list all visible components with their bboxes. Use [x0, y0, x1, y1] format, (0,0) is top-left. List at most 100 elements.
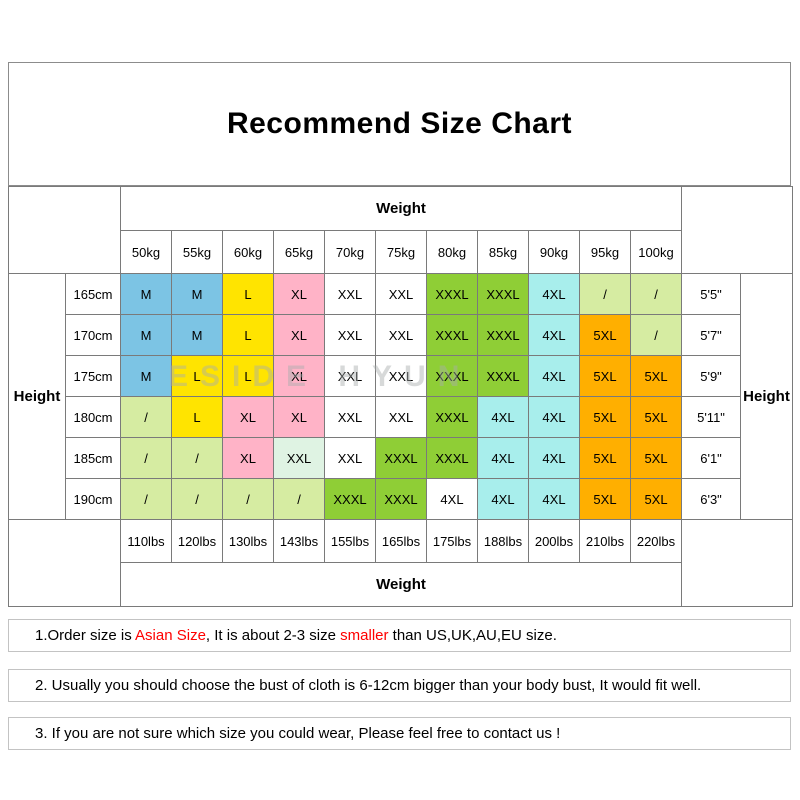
size-cell: XXXL — [477, 355, 529, 397]
lbs-label: 155lbs — [324, 519, 376, 563]
size-cell: 5XL — [629, 396, 683, 438]
size-cell: XXXL — [477, 273, 529, 315]
size-cell: XL — [273, 273, 325, 315]
size-cell: / — [222, 478, 274, 520]
height-ft-label: 6'1" — [681, 437, 742, 479]
size-chart-table: Weight 50kg 55kg 60kg 65kg 70kg 75kg 80kg 85kg 90… — [8, 186, 794, 607]
size-cell: / — [171, 437, 223, 479]
height-header-left: Height — [8, 273, 66, 520]
size-cell: XL — [273, 355, 325, 397]
size-cell: L — [222, 355, 274, 397]
kg-label: 65kg — [273, 230, 325, 274]
size-cell: / — [579, 273, 631, 315]
size-cell: L — [222, 273, 274, 315]
lbs-label: 165lbs — [375, 519, 427, 563]
lbs-label: 188lbs — [477, 519, 529, 563]
size-cell: L — [171, 355, 223, 397]
note-text: , It is about 2-3 size — [205, 627, 341, 644]
height-cm-label: 190cm — [65, 478, 121, 520]
size-cell: XXXL — [375, 437, 427, 479]
blank-corner-cell — [681, 519, 793, 563]
kg-label: 70kg — [324, 230, 376, 274]
size-cell: XL — [222, 396, 274, 438]
size-cell: XXL — [324, 437, 376, 479]
size-cell: XXXL — [426, 396, 478, 438]
size-cell: XXL — [324, 396, 376, 438]
lbs-label: 120lbs — [171, 519, 223, 563]
size-cell: XL — [273, 314, 325, 356]
blank-corner-cell — [8, 519, 121, 563]
size-cell: 4XL — [528, 273, 580, 315]
size-cell: XXL — [273, 437, 325, 479]
note-text: 3. If you are not sure which size you co… — [35, 725, 561, 742]
height-ft-label: 5'5" — [681, 273, 742, 315]
size-cell: / — [629, 273, 683, 315]
size-cell: 4XL — [477, 478, 529, 520]
size-cell: L — [171, 396, 223, 438]
kg-label: 55kg — [171, 230, 223, 274]
note-order-size: 1.Order size is Asian Size, It is about … — [8, 619, 791, 652]
size-cell: XXL — [324, 273, 376, 315]
height-header-right: Height — [740, 273, 794, 520]
size-cell: 5XL — [579, 355, 631, 397]
size-cell: 4XL — [528, 355, 580, 397]
note-bust-advice: 2. Usually you should choose the bust of… — [8, 669, 791, 702]
lbs-label: 130lbs — [222, 519, 274, 563]
height-ft-label: 5'7" — [681, 314, 742, 356]
size-cell: 5XL — [579, 396, 631, 438]
size-cell: M — [120, 355, 172, 397]
size-cell: XXL — [375, 314, 427, 356]
size-cell: 5XL — [629, 355, 683, 397]
size-cell: / — [120, 478, 172, 520]
size-cell: XXL — [375, 396, 427, 438]
kg-label: 60kg — [222, 230, 274, 274]
lbs-label: 175lbs — [426, 519, 478, 563]
height-ft-label: 5'9" — [681, 355, 742, 397]
size-cell: XXL — [375, 355, 427, 397]
size-cell: 4XL — [426, 478, 478, 520]
size-cell: XXXL — [477, 314, 529, 356]
size-cell: 5XL — [629, 478, 683, 520]
blank-corner-cell — [8, 562, 121, 607]
note-text: than US,UK,AU,EU size. — [388, 627, 557, 644]
note-red-text: Asian Size — [135, 627, 206, 644]
blank-corner-cell — [681, 186, 793, 231]
size-cell: / — [273, 478, 325, 520]
note-red-text: smaller — [340, 627, 389, 644]
lbs-label: 110lbs — [120, 519, 172, 563]
blank-corner-cell — [681, 230, 793, 274]
page-title: Recommend Size Chart — [226, 107, 573, 140]
size-cell: 4XL — [528, 396, 580, 438]
height-cm-label: 185cm — [65, 437, 121, 479]
size-cell: 4XL — [528, 314, 580, 356]
size-cell: XXXL — [426, 355, 478, 397]
height-cm-label: 175cm — [65, 355, 121, 397]
note-text: 1.Order size is — [35, 627, 136, 644]
lbs-label: 220lbs — [629, 519, 683, 563]
note-text: 2. Usually you should choose the bust of… — [35, 677, 702, 694]
size-cell: 4XL — [477, 437, 529, 479]
kg-label: 95kg — [579, 230, 631, 274]
size-cell: 5XL — [579, 314, 631, 356]
size-cell: XL — [273, 396, 325, 438]
note-contact-us: 3. If you are not sure which size you co… — [8, 717, 791, 750]
size-cell: M — [171, 314, 223, 356]
lbs-label: 210lbs — [579, 519, 631, 563]
size-cell: XXXL — [375, 478, 427, 520]
kg-label: 85kg — [477, 230, 529, 274]
blank-corner-cell — [8, 230, 121, 274]
size-cell: M — [120, 273, 172, 315]
size-cell: XXXL — [426, 273, 478, 315]
lbs-label: 143lbs — [273, 519, 325, 563]
kg-label: 80kg — [426, 230, 478, 274]
blank-corner-cell — [681, 562, 793, 607]
size-cell: / — [120, 396, 172, 438]
blank-corner-cell — [8, 186, 121, 231]
height-cm-label: 180cm — [65, 396, 121, 438]
height-ft-label: 6'3" — [681, 478, 742, 520]
height-ft-label: 5'11" — [681, 396, 742, 438]
size-cell: 4XL — [477, 396, 529, 438]
size-cell: 4XL — [528, 437, 580, 479]
size-cell: XXXL — [426, 437, 478, 479]
weight-header-bottom: Weight — [119, 562, 683, 607]
